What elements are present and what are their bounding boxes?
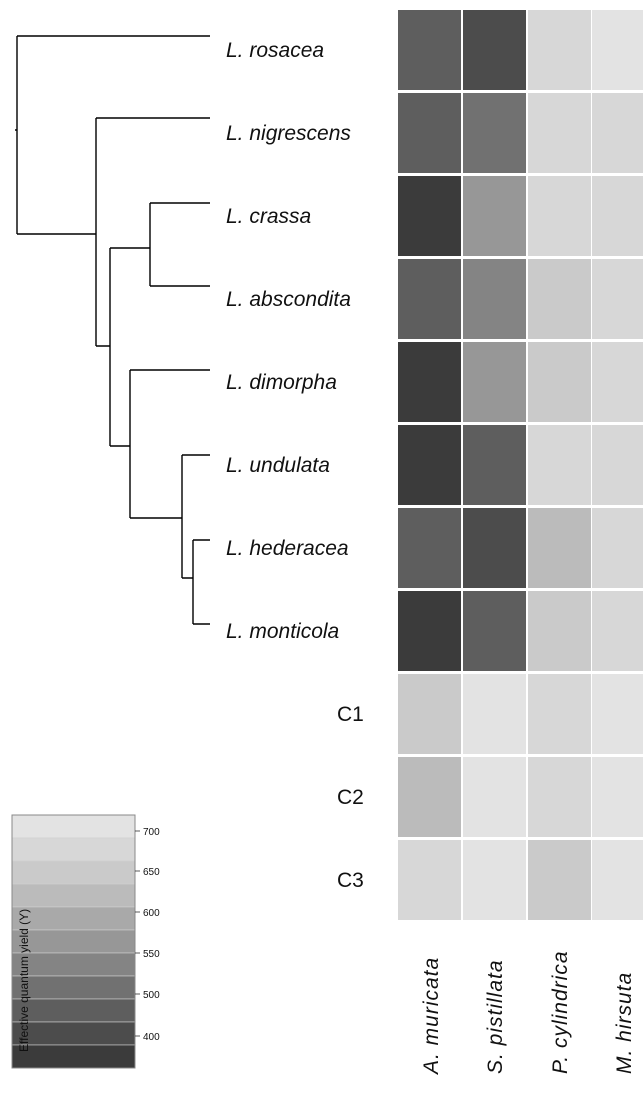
heatmap-cell xyxy=(398,10,461,90)
colorbar-tick-label: 650 xyxy=(143,867,160,878)
heatmap-cell xyxy=(528,342,591,422)
heatmap-cell xyxy=(528,591,591,671)
heatmap-cell xyxy=(592,342,643,422)
row-label-control: C1 xyxy=(337,703,364,726)
heatmap-cell xyxy=(398,508,461,588)
row-label-species: L. nigrescens xyxy=(226,122,351,145)
colorbar-tick-label: 550 xyxy=(143,949,160,960)
colorbar-boxes xyxy=(11,814,136,1069)
heatmap-cell xyxy=(398,259,461,339)
heatmap-cell xyxy=(592,757,643,837)
heatmap-cell xyxy=(528,93,591,173)
heatmap-cell xyxy=(528,10,591,90)
colorbar-box xyxy=(11,837,136,862)
heatmap-cell xyxy=(528,259,591,339)
colorbar-tick-label: 600 xyxy=(143,908,160,919)
colorbar-box xyxy=(11,883,136,908)
heatmap-cell xyxy=(528,425,591,505)
heatmap-cell xyxy=(463,425,526,505)
row-label-control: C2 xyxy=(337,786,364,809)
heatmap-cell xyxy=(463,757,526,837)
colorbar-box xyxy=(11,814,136,839)
heatmap-cell xyxy=(592,93,643,173)
heatmap-cell xyxy=(592,840,643,920)
heatmap-cell xyxy=(398,176,461,256)
heatmap-cell xyxy=(528,508,591,588)
dendrogram-branch-undulata-group xyxy=(181,454,210,625)
heatmap-cell xyxy=(463,674,526,754)
heatmap-cell xyxy=(592,176,643,256)
heatmap-cell xyxy=(528,674,591,754)
row-label-species: L. dimorpha xyxy=(226,371,337,394)
row-label-species: L. monticola xyxy=(226,620,339,643)
heatmap-cell xyxy=(398,757,461,837)
heatmap-cell xyxy=(463,10,526,90)
heatmap-cell xyxy=(398,425,461,505)
row-label-species: L. hederacea xyxy=(226,537,349,560)
heatmap-cell xyxy=(592,508,643,588)
heatmap-cell xyxy=(463,176,526,256)
heatmap-cell xyxy=(398,342,461,422)
heatmap-cell xyxy=(398,674,461,754)
heatmap-cell xyxy=(463,342,526,422)
colorbar-tick-label: 500 xyxy=(143,990,160,1001)
row-label-control: C3 xyxy=(337,869,364,892)
heatmap-cell xyxy=(398,840,461,920)
heatmap-cell xyxy=(463,840,526,920)
row-label-species: L. rosacea xyxy=(226,39,324,62)
dendrogram-branch-ingroup xyxy=(17,117,210,347)
heatmap-cell xyxy=(592,674,643,754)
heatmap-cell xyxy=(463,591,526,671)
heatmap-cell xyxy=(592,10,643,90)
heatmap-cell xyxy=(398,591,461,671)
heatmap-cell xyxy=(592,259,643,339)
heatmap-cell xyxy=(592,591,643,671)
column-labels: A. muricata S. pistillata P. cylindrica M. … xyxy=(420,951,636,1077)
row-labels: L. rosacea L. nigrescens L. crassa L. absco… xyxy=(226,39,364,892)
heatmap-cell xyxy=(463,508,526,588)
row-label-species: L. abscondita xyxy=(226,288,351,311)
colorbar-tick-label: 700 xyxy=(143,827,160,838)
dendrogram-branch-dimorpha-group xyxy=(110,369,210,519)
heatmap-cell xyxy=(398,93,461,173)
colorbar-legend: 400 500 550 600 650 700 Effective quantum yie… xyxy=(11,814,160,1069)
heatmap-cell xyxy=(592,425,643,505)
colorbar-title: Effective quantum yield (Y) xyxy=(17,909,31,1052)
dendrogram-branch-crassa-group xyxy=(109,202,210,446)
heatmap-cell xyxy=(528,176,591,256)
column-label: A. muricata xyxy=(420,957,443,1076)
colorbar-ticks: 400 500 550 600 650 700 xyxy=(135,827,160,1043)
row-label-species: L. undulata xyxy=(226,454,330,477)
heatmap-cell xyxy=(528,757,591,837)
colorbar-tick-label: 400 xyxy=(143,1032,160,1043)
heatmap-cell xyxy=(463,93,526,173)
heatmap-cell xyxy=(463,259,526,339)
dendrogram-branch-root xyxy=(15,36,18,234)
column-label: S. pistillata xyxy=(484,959,507,1074)
colorbar-box xyxy=(11,860,136,885)
colorbar-frame xyxy=(11,814,136,1069)
column-label: M. hirsuta xyxy=(613,972,636,1074)
row-label-species: L. crassa xyxy=(226,205,311,228)
heatmap-cell xyxy=(528,840,591,920)
dendrogram xyxy=(15,35,210,625)
column-label: P. cylindrica xyxy=(549,951,572,1075)
heatmap-cells xyxy=(398,10,643,920)
